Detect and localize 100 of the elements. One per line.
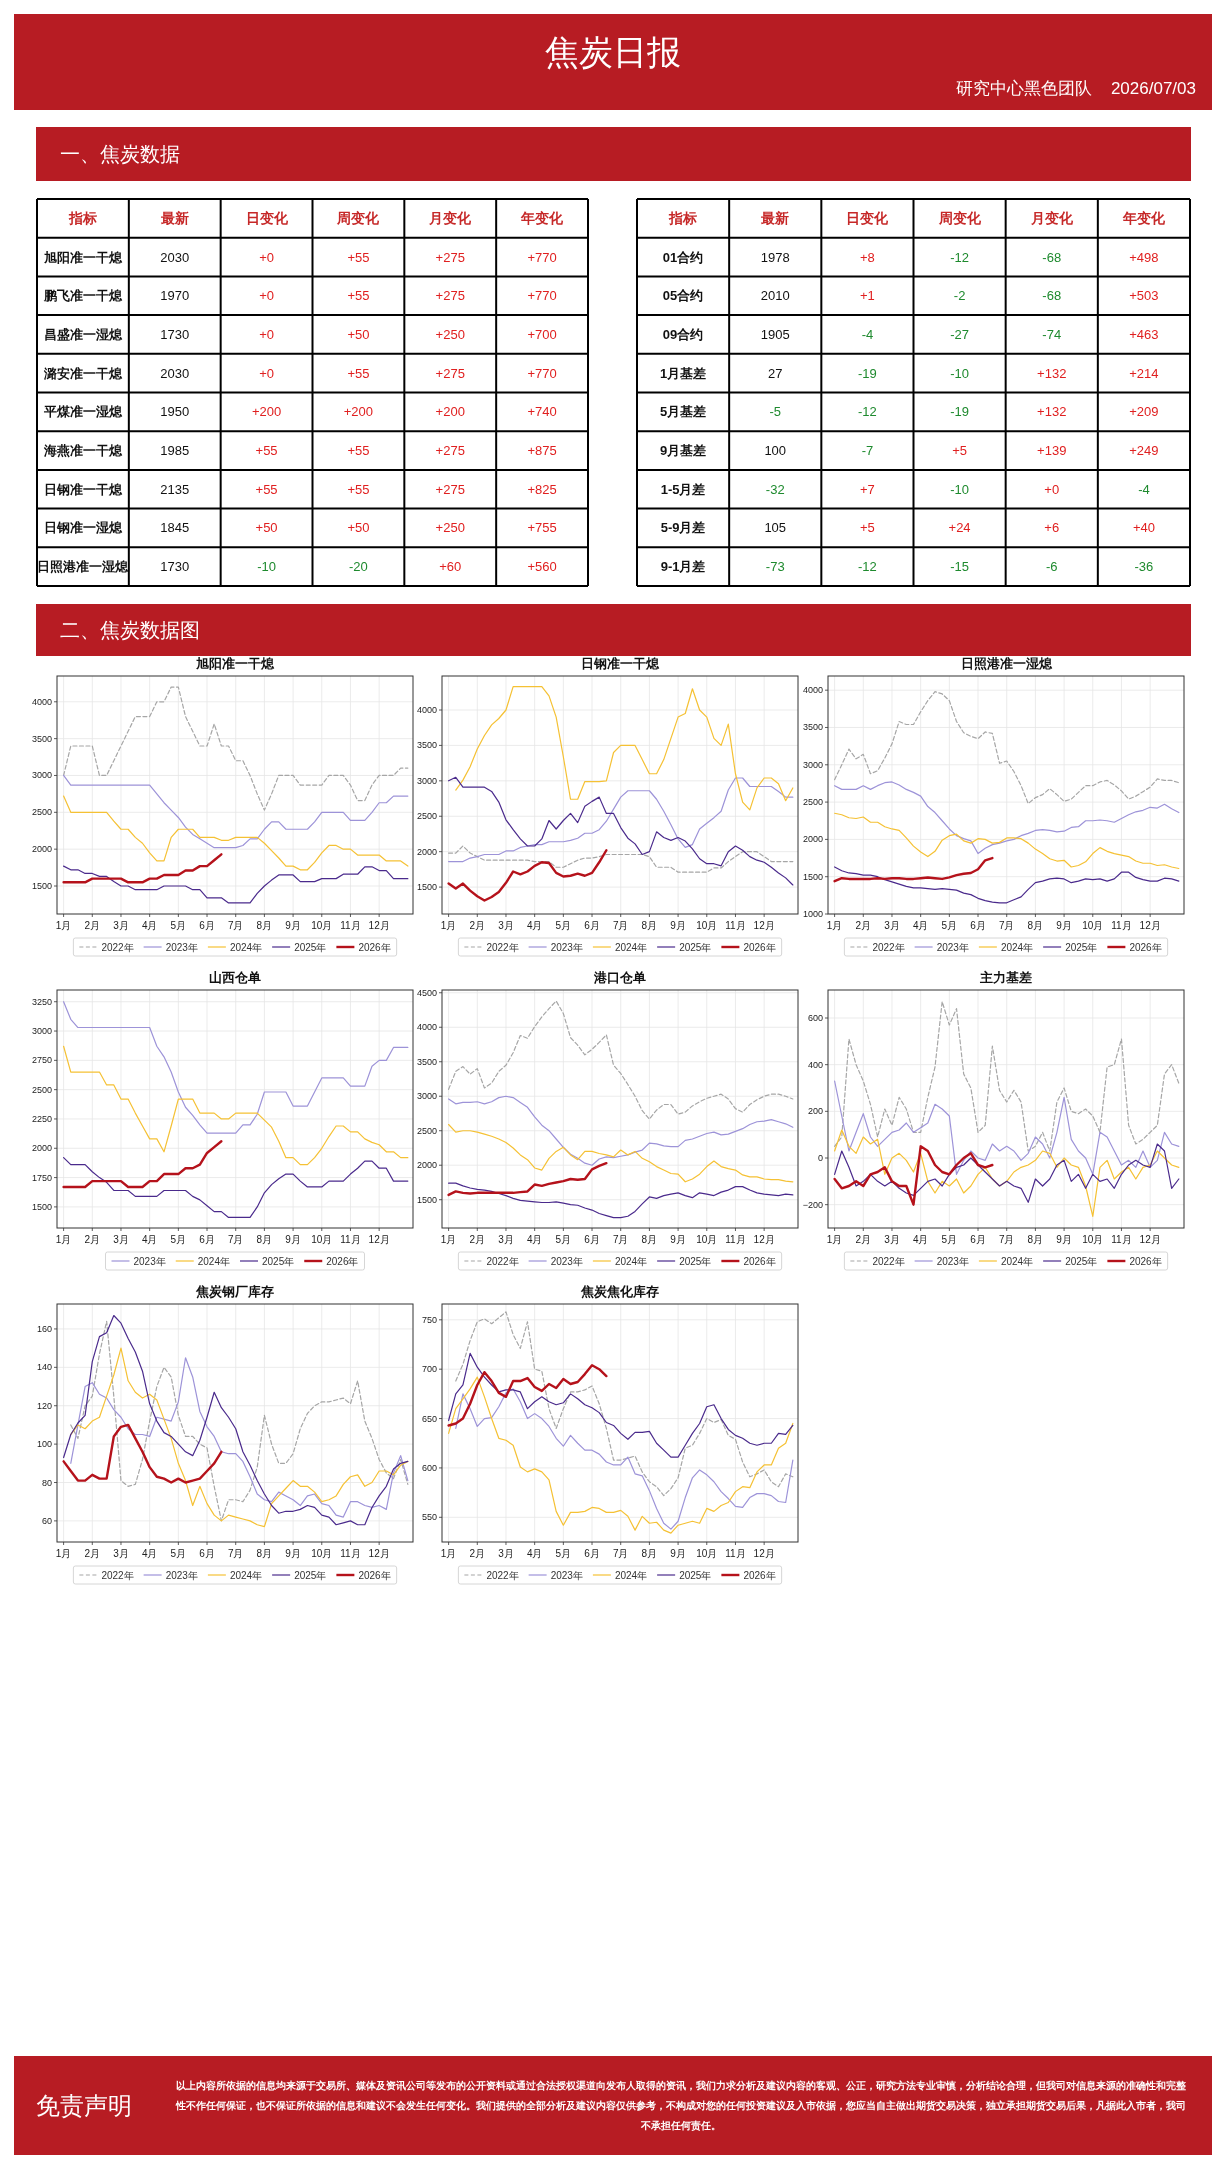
x-tick-label: 最新 bbox=[760, 210, 790, 227]
data-label: 1978 bbox=[760, 249, 790, 265]
data-label: -68 bbox=[1042, 288, 1062, 304]
data-label: +50 bbox=[347, 520, 370, 536]
line-series bbox=[448, 777, 794, 863]
legend-label: 2022年 bbox=[872, 941, 905, 953]
y-tick-label: 4000 bbox=[31, 696, 52, 707]
legend-label: 2023年 bbox=[165, 1569, 198, 1581]
legend-label: 2024年 bbox=[614, 941, 648, 953]
line-series bbox=[63, 774, 409, 849]
data-label: +132 bbox=[1037, 365, 1067, 381]
data-label: +740 bbox=[527, 404, 557, 420]
x-tick-label: 9月 bbox=[1056, 920, 1072, 931]
x-tick-label: 10月 bbox=[696, 920, 718, 931]
y-tick-label: 1-5月差 bbox=[660, 481, 706, 497]
line-series bbox=[63, 1157, 409, 1219]
data-label: -12 bbox=[950, 249, 969, 265]
y-tick-label: 650 bbox=[421, 1413, 437, 1424]
x-tick-label: 5月 bbox=[555, 1548, 572, 1559]
data-label: -2 bbox=[953, 288, 966, 304]
line-series bbox=[834, 812, 1180, 870]
data-label: +275 bbox=[435, 443, 465, 459]
y-tick-label: 2000 bbox=[802, 834, 823, 845]
line-series bbox=[448, 776, 794, 886]
x-tick-label: 12月 bbox=[1139, 920, 1161, 931]
x-tick-label: 3月 bbox=[884, 1234, 900, 1245]
data-label: -5 bbox=[769, 404, 782, 420]
x-tick-label: 11月 bbox=[725, 1548, 746, 1559]
x-tick-label: 12月 bbox=[753, 1234, 775, 1245]
data-label: +770 bbox=[527, 288, 557, 304]
line-series bbox=[455, 1311, 794, 1497]
data-label: 1730 bbox=[160, 559, 190, 575]
legend-label: 2026年 bbox=[1129, 941, 1162, 953]
data-label: +55 bbox=[347, 249, 370, 265]
y-tick-label: −200 bbox=[802, 1199, 823, 1210]
y-tick-label: 550 bbox=[421, 1512, 437, 1523]
x-tick-label: 周变化 bbox=[937, 210, 982, 227]
x-tick-label: 8月 bbox=[641, 920, 658, 931]
x-tick-label: 7月 bbox=[612, 1548, 629, 1559]
x-tick-label: 8月 bbox=[1027, 920, 1044, 931]
data-label: 2030 bbox=[160, 249, 190, 265]
line-series bbox=[62, 853, 223, 884]
y-tick-label: 01合约 bbox=[662, 249, 704, 265]
data-label: -4 bbox=[861, 326, 874, 342]
legend-label: 2022年 bbox=[872, 1255, 905, 1267]
y-tick-label: 2500 bbox=[416, 1125, 437, 1136]
x-tick-label: 10月 bbox=[311, 1234, 333, 1245]
x-tick-label: 4月 bbox=[912, 920, 929, 931]
line-series bbox=[447, 1364, 608, 1427]
data-label: +40 bbox=[1132, 520, 1155, 536]
legend-label: 2025年 bbox=[262, 1255, 295, 1267]
x-tick-label: 5月 bbox=[170, 1234, 187, 1245]
x-tick-label: 4月 bbox=[141, 1234, 158, 1245]
data-label: +55 bbox=[347, 365, 370, 381]
data-label: +200 bbox=[435, 404, 465, 420]
data-label: +214 bbox=[1129, 365, 1159, 381]
y-tick-label: 400 bbox=[807, 1059, 823, 1070]
data-label: -12 bbox=[858, 404, 877, 420]
x-tick-label: 日变化 bbox=[245, 210, 289, 227]
x-tick-label: 6月 bbox=[584, 1234, 600, 1245]
line-series bbox=[62, 1423, 223, 1484]
data-label: +200 bbox=[251, 404, 282, 420]
text: 以上内容所依据的信息均来源于交易所、媒体及资讯公司等发布的公开资料或通过合法授权渠道向发布人取得的资讯，我们力求分析及建议内容的客观、公正，研究方法专业审慎，分析结论合理，但我司对信息来源的准确性和完整性不作任何保证，也不保证所依据的信息和建议不会发生任何变化。我们提供的全部分析及建议内容仅供参考，不构成对您的任何投资建议及入市依据，您应当自主做出期货交易决策，独立承担期货交易后果，凡据此入市者，我司不承担任何责任。 bbox=[174, 2078, 1187, 2133]
data-label: -73 bbox=[765, 559, 785, 575]
x-tick-label: 3月 bbox=[498, 920, 514, 931]
y-tick-label: 05合约 bbox=[662, 288, 704, 304]
y-tick-label: 日钢准一湿熄 bbox=[43, 520, 123, 536]
x-tick-label: 11月 bbox=[340, 920, 361, 931]
line-series bbox=[448, 845, 794, 873]
y-tick-label: 80 bbox=[41, 1477, 52, 1488]
y-tick-label: 3000 bbox=[416, 1091, 437, 1102]
x-tick-label: 9月 bbox=[285, 920, 301, 931]
data-label: +5 bbox=[952, 443, 967, 459]
legend-label: 2024年 bbox=[1000, 941, 1034, 953]
x-tick-label: 年变化 bbox=[520, 210, 565, 227]
x-tick-label: 6月 bbox=[970, 920, 986, 931]
x-tick-label: 6月 bbox=[584, 920, 600, 931]
line-series bbox=[834, 866, 1180, 904]
x-tick-label: 5月 bbox=[170, 920, 187, 931]
y-tick-label: 2500 bbox=[31, 807, 52, 818]
data-label: -32 bbox=[765, 481, 785, 497]
y-tick-label: 1500 bbox=[31, 881, 52, 891]
data-label: +139 bbox=[1037, 443, 1067, 459]
x-tick-label: 6月 bbox=[584, 1548, 600, 1559]
data-label: +55 bbox=[347, 481, 370, 497]
x-tick-label: 3月 bbox=[113, 1548, 129, 1559]
y-tick-label: 140 bbox=[36, 1362, 52, 1373]
data-label: 1845 bbox=[160, 520, 190, 536]
text: 一、焦炭数据 bbox=[60, 141, 180, 167]
x-tick-label: 11月 bbox=[725, 920, 746, 931]
x-tick-label: 6月 bbox=[199, 920, 215, 931]
y-tick-label: 平煤准一湿熄 bbox=[42, 404, 123, 420]
data-label: -4 bbox=[1138, 481, 1150, 497]
data-label: +0 bbox=[259, 249, 274, 265]
legend-label: 2023年 bbox=[550, 1569, 583, 1581]
x-tick-label: 10月 bbox=[696, 1234, 718, 1245]
data-label: 1970 bbox=[160, 288, 190, 304]
line-series bbox=[834, 691, 1180, 805]
chart-title: 港口仓单 bbox=[593, 970, 646, 985]
text: 二、焦炭数据图 bbox=[60, 617, 200, 643]
